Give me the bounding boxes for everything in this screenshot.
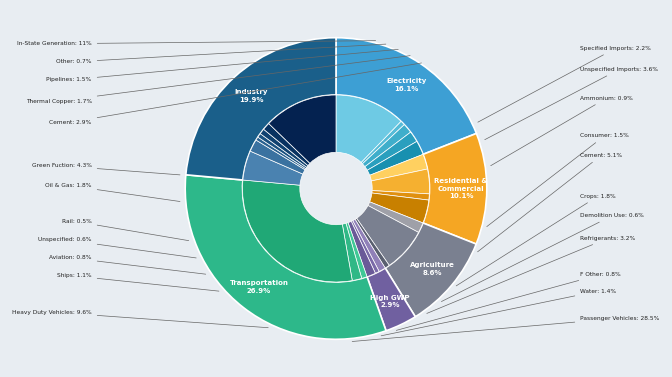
Wedge shape (365, 132, 417, 170)
Text: Pipelines: 1.5%: Pipelines: 1.5% (46, 49, 398, 83)
Wedge shape (336, 38, 476, 154)
Text: Heavy Duty Vehicles: 9.6%: Heavy Duty Vehicles: 9.6% (12, 310, 268, 328)
Text: Refrigerants: 3.2%: Refrigerants: 3.2% (427, 236, 636, 313)
Wedge shape (372, 191, 429, 200)
Text: Rail: 0.5%: Rail: 0.5% (62, 219, 189, 241)
Wedge shape (351, 221, 379, 273)
Text: Specified Imports: 2.2%: Specified Imports: 2.2% (478, 46, 651, 122)
Wedge shape (258, 134, 306, 169)
Text: Thermal Copper: 1.7%: Thermal Copper: 1.7% (26, 56, 410, 104)
Wedge shape (269, 95, 336, 163)
Wedge shape (423, 133, 487, 244)
Text: Residential &
Commercial
10.1%: Residential & Commercial 10.1% (435, 178, 488, 199)
Text: Other: 0.7%: Other: 0.7% (56, 44, 386, 64)
Wedge shape (361, 121, 405, 164)
Wedge shape (243, 151, 303, 185)
Text: Green Fuction: 4.3%: Green Fuction: 4.3% (32, 163, 180, 175)
Text: F Other: 0.8%: F Other: 0.8% (396, 272, 621, 330)
Wedge shape (263, 124, 310, 166)
Text: Cement: 2.9%: Cement: 2.9% (50, 63, 421, 125)
Text: Industry
19.9%: Industry 19.9% (235, 89, 268, 103)
Wedge shape (342, 223, 362, 280)
Wedge shape (372, 169, 429, 194)
Text: Passenger Vehicles: 28.5%: Passenger Vehicles: 28.5% (352, 316, 660, 342)
Text: Aviation: 0.8%: Aviation: 0.8% (49, 255, 206, 274)
Wedge shape (256, 137, 306, 170)
Text: Oil & Gas: 1.8%: Oil & Gas: 1.8% (45, 183, 180, 202)
Text: Unspecified Imports: 3.6%: Unspecified Imports: 3.6% (485, 67, 659, 140)
Wedge shape (355, 218, 389, 268)
Text: Unspecified: 0.6%: Unspecified: 0.6% (38, 237, 196, 258)
Wedge shape (346, 223, 367, 278)
Text: Water: 1.4%: Water: 1.4% (381, 288, 616, 336)
Text: Crops: 1.8%: Crops: 1.8% (456, 193, 616, 286)
Wedge shape (370, 154, 427, 181)
Wedge shape (353, 219, 385, 271)
Wedge shape (357, 205, 419, 265)
Wedge shape (368, 202, 423, 232)
Text: Ships: 1.1%: Ships: 1.1% (57, 273, 219, 291)
Text: Consumer: 1.5%: Consumer: 1.5% (487, 133, 629, 227)
Wedge shape (250, 140, 305, 174)
Text: Cement: 5.1%: Cement: 5.1% (478, 153, 622, 252)
Wedge shape (385, 223, 476, 317)
Wedge shape (185, 175, 386, 339)
Wedge shape (368, 141, 423, 175)
Text: Electricity
16.1%: Electricity 16.1% (386, 78, 427, 92)
Text: High GWP
2.9%: High GWP 2.9% (370, 295, 410, 308)
Text: In-State Generation: 11%: In-State Generation: 11% (17, 41, 376, 46)
Text: Transportation
26.9%: Transportation 26.9% (230, 280, 288, 294)
Wedge shape (186, 38, 336, 180)
Text: Ammonium: 0.9%: Ammonium: 0.9% (491, 95, 633, 166)
Wedge shape (260, 129, 308, 167)
Wedge shape (348, 221, 376, 277)
Wedge shape (362, 125, 411, 167)
Wedge shape (367, 268, 415, 331)
Text: Demolition Use: 0.6%: Demolition Use: 0.6% (442, 213, 644, 302)
Wedge shape (370, 193, 429, 223)
Wedge shape (336, 95, 401, 162)
Wedge shape (243, 180, 352, 282)
Text: Agriculture
8.6%: Agriculture 8.6% (409, 262, 454, 276)
